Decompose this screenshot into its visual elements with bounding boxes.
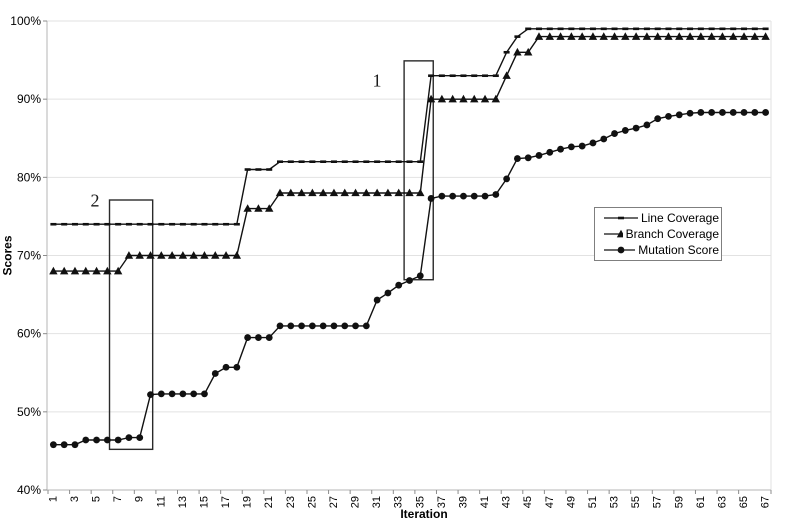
x-tick-label: 47 (544, 496, 556, 508)
y-tick-label: 60% (17, 327, 41, 341)
x-tick-label: 21 (263, 496, 275, 508)
x-tick-label: 49 (565, 496, 577, 508)
y-tick-label: 40% (17, 483, 41, 497)
legend-item-line-coverage: Line Coverage (603, 211, 719, 226)
x-tick-label: 37 (436, 496, 448, 508)
y-tick-label: 80% (17, 170, 41, 184)
x-tick-label: 39 (457, 496, 469, 508)
legend-label-branch-coverage: Branch Coverage (625, 227, 719, 241)
x-tick-label: 61 (695, 496, 707, 508)
x-tick-label: 27 (328, 496, 340, 508)
x-tick-label: 29 (350, 496, 362, 508)
annotation-label-2: 2 (90, 190, 100, 211)
x-tick-label: 53 (609, 496, 621, 508)
branch-coverage-marker-icon (604, 229, 623, 238)
line-coverage-marker-icon (604, 216, 638, 220)
annotation-box-2 (108, 199, 154, 451)
mutation-score-marker-icon (604, 246, 636, 254)
x-tick-label: 35 (414, 496, 426, 508)
x-tick-label: 13 (177, 496, 189, 508)
x-tick-label: 17 (220, 496, 232, 508)
x-tick-label: 1 (47, 496, 59, 502)
y-tick-label: 50% (17, 405, 41, 419)
x-tick-label: 51 (587, 496, 599, 508)
x-tick-label: 59 (673, 496, 685, 508)
x-tick-label: 31 (371, 496, 383, 508)
annotation-label-1: 1 (372, 70, 382, 91)
x-tick-label: 15 (198, 496, 210, 508)
x-tick-label: 57 (652, 496, 664, 508)
x-tick-label: 25 (306, 496, 318, 508)
x-tick-label: 45 (522, 496, 534, 508)
x-tick-label: 33 (393, 496, 405, 508)
x-tick-label: 41 (479, 496, 491, 508)
y-tick-label: 90% (17, 92, 41, 106)
y-axis-title: Scores (0, 235, 15, 276)
x-tick-label: 11 (155, 496, 167, 507)
legend-item-mutation-score: Mutation Score (603, 243, 719, 258)
x-tick-label: 19 (242, 496, 254, 508)
annotation-box-1 (403, 60, 434, 281)
x-tick-label: 63 (716, 496, 728, 508)
x-tick-label: 65 (738, 496, 750, 508)
axes: 40%50%60%70%80%90%100%1 3 5 7 9 11 13 15 17 19 21 2… (10, 14, 771, 508)
x-tick-label: 43 (501, 496, 513, 508)
x-tick-label: 55 (630, 496, 642, 508)
chart-legend: Line Coverage Branch Coverage Mutation S… (594, 207, 722, 261)
y-tick-label: 100% (10, 14, 41, 28)
y-tick-label: 70% (17, 249, 41, 263)
legend-label-line-coverage: Line Coverage (640, 211, 719, 225)
series-mutation-score (49, 109, 770, 449)
x-tick-label: 67 (760, 496, 772, 508)
legend-label-mutation-score: Mutation Score (638, 243, 719, 257)
x-tick-label: 3 (69, 496, 81, 502)
legend-item-branch-coverage: Branch Coverage (603, 227, 719, 242)
x-axis-title: Iteration (400, 507, 448, 521)
x-tick-label: 23 (285, 496, 297, 508)
series-branch-coverage (49, 32, 770, 275)
x-tick-label: 7 (112, 496, 124, 502)
series-line-coverage (50, 27, 769, 226)
x-tick-label: 9 (134, 496, 146, 502)
x-tick-label: 5 (91, 496, 103, 502)
